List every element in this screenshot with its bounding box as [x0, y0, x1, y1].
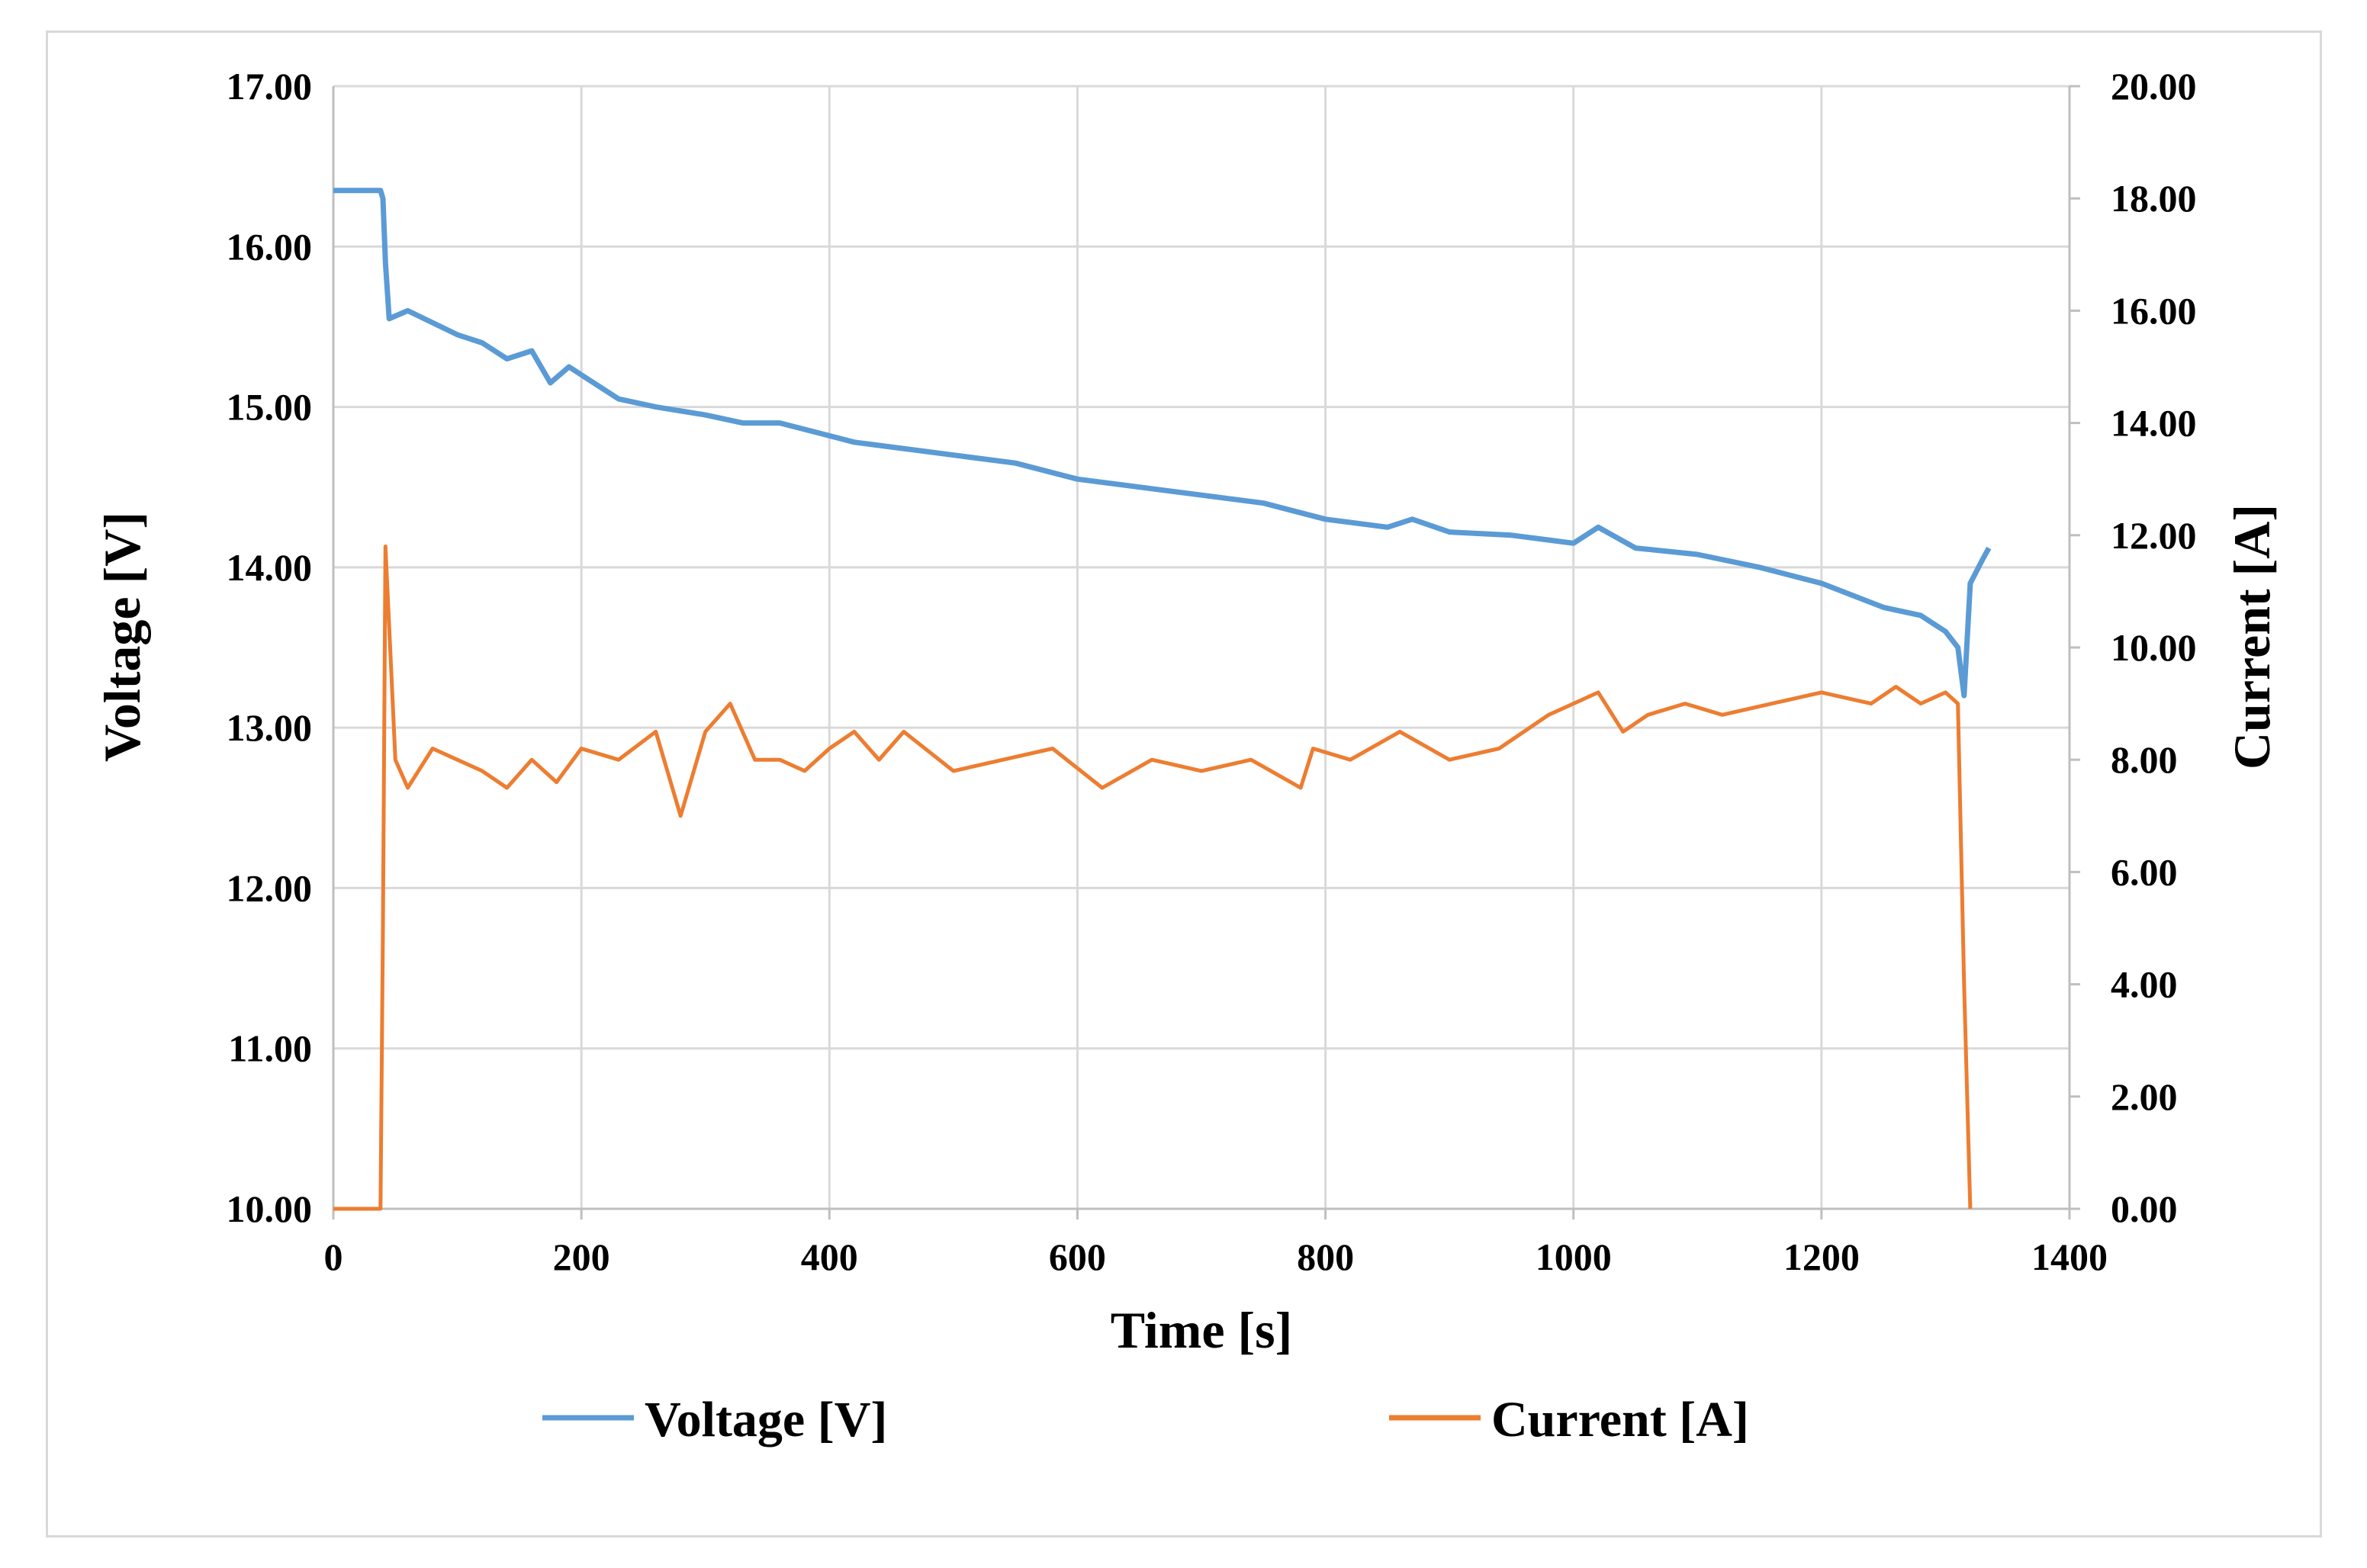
y-axis-left-title: Voltage [V]: [93, 512, 151, 762]
y-right-tick-label: 8.00: [2111, 738, 2178, 781]
y-right-tick-label: 0.00: [2111, 1187, 2178, 1230]
legend-label-voltage: Voltage [V]: [645, 1392, 887, 1448]
gridlines: [332, 85, 2071, 1210]
y-left-tick-label: 10.00: [227, 1187, 313, 1230]
y-left-tick-label: 17.00: [227, 65, 313, 108]
y-right-tick-label: 2.00: [2111, 1075, 2178, 1118]
y-right-tick-label: 20.00: [2111, 65, 2197, 108]
y-left-tick-label: 13.00: [227, 706, 313, 749]
series: [333, 188, 1992, 1211]
x-tick-label: 200: [553, 1235, 610, 1278]
y-right-tick-label: 12.00: [2111, 514, 2197, 557]
x-axis-title: Time [s]: [1111, 1301, 1293, 1359]
y-left-tick-label: 16.00: [227, 225, 313, 268]
tick-labels: 10.00 11.00 12.00 13.00 14.00 15.00 16.00 17.00…: [227, 65, 2197, 1278]
x-tick-label: 0: [324, 1235, 343, 1278]
y-left-tick-label: 14.00: [227, 546, 313, 589]
axes: [332, 85, 2080, 1219]
x-tick-label: 1000: [1536, 1235, 1612, 1278]
x-tick-label: 1400: [2031, 1235, 2108, 1278]
y-right-tick-label: 16.00: [2111, 289, 2197, 332]
y-right-tick-label: 6.00: [2111, 850, 2178, 893]
y-left-tick-label: 11.00: [228, 1027, 312, 1070]
y-right-tick-label: 4.00: [2111, 963, 2178, 1006]
y-right-tick-label: 14.00: [2111, 402, 2197, 445]
y-left-tick-label: 12.00: [227, 866, 313, 909]
legend-label-current: Current [A]: [1491, 1392, 1749, 1448]
y-right-tick-label: 18.00: [2111, 177, 2197, 220]
x-tick-label: 600: [1049, 1235, 1106, 1278]
chart-svg: 10.00 11.00 12.00 13.00 14.00 15.00 16.00 17.00…: [93, 65, 2281, 1448]
x-tick-label: 1200: [1783, 1235, 1860, 1278]
legend: Voltage [V] Current [A]: [542, 1392, 1749, 1448]
series-line-current: [333, 545, 1973, 1211]
x-tick-label: 400: [801, 1235, 858, 1278]
y-axis-right-title: Current [A]: [2223, 504, 2281, 770]
y-right-tick-label: 10.00: [2111, 626, 2197, 669]
series-line-voltage: [333, 188, 1992, 699]
x-tick-label: 800: [1297, 1235, 1354, 1278]
y-left-tick-label: 15.00: [227, 386, 313, 429]
chart-frame: 10.00 11.00 12.00 13.00 14.00 15.00 16.00 17.00…: [46, 31, 2322, 1537]
